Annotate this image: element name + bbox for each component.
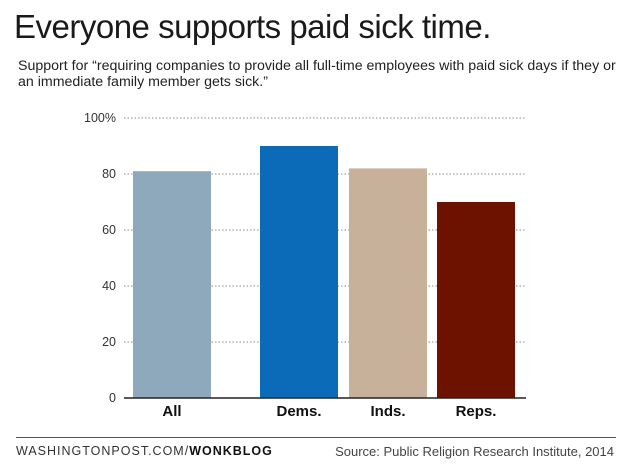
footer-credit: WASHINGTONPOST.COM/WONKBLOG	[16, 444, 273, 458]
bar-reps	[437, 202, 515, 398]
credit-prefix: WASHINGTONPOST.COM/	[16, 444, 190, 458]
bar-chart: 0 20 40 60 80 100% All Dems. Inds. Reps.	[84, 111, 526, 420]
y-tick-label-60: 60	[102, 223, 116, 237]
chart-title: Everyone supports paid sick time.	[14, 8, 491, 45]
x-category-label-dems: Dems.	[276, 403, 321, 420]
x-category-label-inds: Inds.	[370, 403, 405, 420]
y-tick-label-100: 100%	[84, 111, 116, 125]
footer-divider	[16, 437, 616, 438]
y-tick-label-40: 40	[102, 279, 116, 293]
footer-source: Source: Public Religion Research Institu…	[335, 444, 614, 459]
bar-inds	[349, 168, 427, 398]
x-category-label-reps: Reps.	[456, 403, 497, 420]
y-tick-label-20: 20	[102, 335, 116, 349]
y-tick-label-80: 80	[102, 167, 116, 181]
x-category-label-all: All	[162, 403, 181, 420]
chart-subtitle: Support for “requiring companies to prov…	[18, 58, 616, 90]
bar-dems	[260, 146, 338, 398]
credit-blog: WONKBLOG	[189, 444, 273, 458]
y-tick-label-0: 0	[109, 391, 116, 405]
bar-all	[133, 171, 211, 398]
